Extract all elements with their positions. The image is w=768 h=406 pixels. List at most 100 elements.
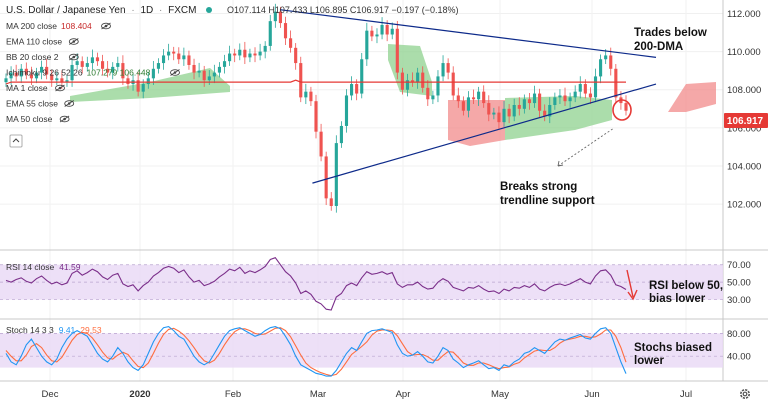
time-tick-label: Feb <box>225 389 241 400</box>
legend-item[interactable]: MA 200 close 108.404 <box>6 21 92 31</box>
candle-body <box>314 101 318 132</box>
svg-text:bias lower: bias lower <box>649 293 706 305</box>
svg-text:Breaks strong: Breaks strong <box>500 181 577 193</box>
candle-body <box>604 55 608 60</box>
candle-body <box>253 53 257 56</box>
candle-body <box>172 51 176 54</box>
candle-body <box>24 68 28 75</box>
candle-body <box>497 112 501 123</box>
stoch-band <box>0 333 723 368</box>
candle-body <box>19 68 23 77</box>
indicator-legend: MA 200 close 108.404 EMA 110 close BB 20 cl… <box>6 21 180 148</box>
visibility-eye-icon[interactable] <box>170 69 180 76</box>
candle-body <box>243 49 247 58</box>
candle-body <box>416 72 420 83</box>
candle-body <box>146 78 150 85</box>
legend-item[interactable]: BB 20 close 2 <box>6 52 59 62</box>
legend-item[interactable]: MA 1 close <box>6 83 48 93</box>
candle-body <box>228 53 232 62</box>
candle-body <box>299 63 303 98</box>
candle-body <box>492 112 496 115</box>
candle-body <box>395 28 399 73</box>
candle-body <box>75 61 79 65</box>
candle-body <box>329 198 333 206</box>
candle-body <box>436 76 440 96</box>
candle-body <box>40 66 44 73</box>
legend-item[interactable]: MA 50 close <box>6 114 53 124</box>
candle-body <box>268 21 272 46</box>
stoch-pane <box>0 326 723 377</box>
candle-body <box>355 84 359 94</box>
candle-body <box>400 72 404 90</box>
candle-body <box>624 103 628 111</box>
candle-body <box>466 97 471 111</box>
price-axis: 112.000 110.000 108.000 106.000 104.000 102.0… <box>727 9 761 211</box>
candle-body <box>14 72 18 77</box>
candle-body <box>578 84 582 92</box>
svg-text:trendline support: trendline support <box>500 195 595 207</box>
candle-body <box>588 93 592 98</box>
interval-label[interactable]: 1D <box>140 5 153 16</box>
collapse-legend-icon[interactable] <box>9 134 23 148</box>
candle-body <box>70 64 74 81</box>
candle-body <box>100 61 105 69</box>
price-tick-label: 102.000 <box>727 200 761 211</box>
visibility-eye-icon[interactable] <box>68 53 79 61</box>
candle-body <box>456 95 460 102</box>
breakout-circle <box>612 99 632 121</box>
candle-body <box>421 72 425 88</box>
legend-item[interactable]: Ichimoku 9 26 52 26 107.279 106.448 <box>6 68 151 78</box>
dashed-arrow-head <box>557 160 564 167</box>
ichimoku-cloud <box>70 44 716 146</box>
candle-body <box>50 74 54 81</box>
stoch-k-line <box>5 326 627 377</box>
candle-body <box>121 63 125 79</box>
rsi-tick-label: 50.00 <box>727 278 751 289</box>
candle-body <box>95 57 100 62</box>
candle-body <box>182 55 186 60</box>
candle-body <box>263 45 267 52</box>
visibility-eye-icon[interactable] <box>59 115 70 123</box>
svg-text:Stochs biased: Stochs biased <box>634 342 712 354</box>
candle-body <box>548 104 552 117</box>
trendline-support <box>312 83 657 184</box>
candle-body <box>380 24 384 35</box>
candle-body <box>563 95 567 102</box>
svg-text:RSI below 50,: RSI below 50, <box>649 280 723 292</box>
candle-body <box>60 78 64 83</box>
price-tick-label: 112.000 <box>727 9 761 20</box>
settings-gear-icon[interactable] <box>740 389 750 399</box>
candle-body <box>187 55 191 65</box>
symbol-name[interactable]: U.S. Dollar / Japanese Yen <box>6 5 126 16</box>
price-tick-label: 104.000 <box>727 161 761 172</box>
visibility-eye-icon[interactable] <box>68 38 79 45</box>
candle-body <box>426 87 430 100</box>
legend-item[interactable]: EMA 55 close <box>6 99 58 109</box>
candle-body <box>344 95 349 126</box>
candle-body <box>339 125 343 144</box>
last-price-badge <box>724 113 768 128</box>
candle-body <box>487 103 491 115</box>
visibility-eye-icon[interactable] <box>64 100 75 107</box>
visibility-eye-icon[interactable] <box>55 84 65 92</box>
candle-body <box>405 80 410 90</box>
rsi-pane <box>0 257 723 311</box>
candle-body <box>141 84 145 92</box>
legend-item[interactable]: EMA 110 close <box>6 37 62 47</box>
candle-body <box>583 84 587 94</box>
visibility-eye-icon[interactable] <box>101 22 111 30</box>
trendline-resistance <box>279 9 657 58</box>
candle-body <box>334 143 338 206</box>
stoch-d-line <box>5 327 627 377</box>
rsi-arrow <box>626 269 634 298</box>
candle-body <box>289 38 293 48</box>
candle-body <box>324 156 328 199</box>
source-label: FXCM <box>168 5 196 16</box>
candle-body <box>319 131 323 157</box>
candle-body <box>304 91 308 98</box>
candle-body <box>599 59 603 77</box>
time-tick-label: May <box>491 389 509 400</box>
candle-body <box>512 104 516 117</box>
time-tick-label: Mar <box>310 389 326 400</box>
dashed-arrow <box>557 127 615 167</box>
